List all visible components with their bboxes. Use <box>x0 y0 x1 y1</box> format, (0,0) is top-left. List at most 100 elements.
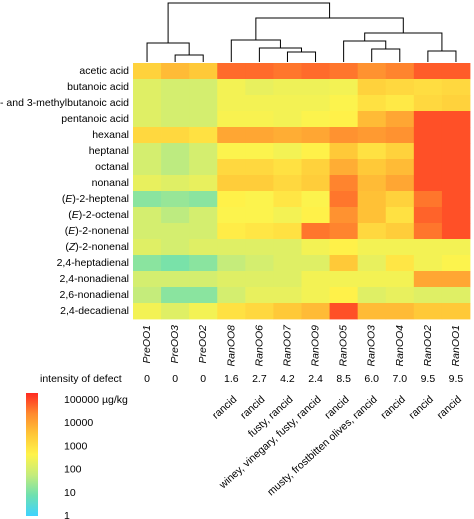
heatmap-cell <box>189 63 218 80</box>
heatmap-cell <box>273 79 302 96</box>
heatmap-cell <box>273 191 302 208</box>
heatmap-cell <box>385 111 415 128</box>
heatmap-cell <box>441 207 471 224</box>
heatmap-cell <box>273 63 302 80</box>
dendrogram-branch <box>286 51 317 62</box>
heatmap-cell <box>133 175 162 192</box>
heatmap-cell <box>161 63 190 80</box>
heatmap-cell <box>413 207 443 224</box>
intensity-row: intensity of defect 0 0 0 1.6 2.7 4.2 2.4 8.5 6.0… <box>40 373 463 385</box>
heatmap-cell <box>161 127 190 144</box>
heatmap-cell <box>161 239 190 256</box>
heatmap-cell <box>245 63 274 80</box>
heatmap-cell <box>385 175 415 192</box>
dendrogram-branch <box>146 42 190 62</box>
heatmap-cell <box>441 303 471 320</box>
heatmap-cell <box>413 191 443 208</box>
intensity-title: intensity of defect <box>40 373 122 385</box>
heatmap-cell <box>301 159 330 176</box>
heatmap-cell <box>385 63 415 80</box>
heatmap-cell <box>133 79 162 96</box>
heatmap-cell <box>301 239 330 256</box>
heatmap-cell <box>441 239 471 256</box>
heatmap-cell <box>441 95 471 112</box>
row-label: butanoic acid <box>67 81 129 93</box>
heatmap-cell <box>217 255 246 272</box>
heatmap-cell <box>245 207 274 224</box>
heatmap-cell <box>441 175 471 192</box>
heatmap-cell <box>245 175 274 192</box>
heatmap-cell <box>245 255 274 272</box>
heatmap-cell <box>357 95 387 112</box>
heatmap-cell <box>189 127 218 144</box>
intensity-value: 0 <box>172 373 178 385</box>
intensity-value: 9.5 <box>421 373 436 385</box>
heatmap-cell <box>161 159 190 176</box>
heatmap-cell <box>413 239 443 256</box>
heatmap-cell <box>329 207 359 224</box>
heatmap-cell <box>273 271 302 288</box>
intensity-value: 7.0 <box>392 373 407 385</box>
intensity-value: 8.5 <box>336 373 351 385</box>
heatmap-cell <box>385 191 415 208</box>
heatmap-cell <box>273 95 302 112</box>
heatmap-cell <box>357 287 387 304</box>
column-dendrogram <box>146 2 457 62</box>
heatmap-cell <box>357 255 387 272</box>
intensity-value: 9.5 <box>449 373 464 385</box>
descriptor-label: rancid <box>407 393 436 421</box>
dendrogram-branch <box>364 32 443 51</box>
heatmap-cell <box>441 191 471 208</box>
heatmap-cell <box>245 271 274 288</box>
heatmap-cell <box>245 79 274 96</box>
heatmap-cell <box>413 223 443 240</box>
heatmap-cell <box>217 95 246 112</box>
heatmap-cell <box>161 111 190 128</box>
intensity-value: 4.2 <box>280 373 295 385</box>
column-label: PreOO3 <box>169 325 181 364</box>
heatmap-cell <box>357 79 387 96</box>
heatmap-cell <box>273 287 302 304</box>
heatmap-cell <box>273 207 302 224</box>
heatmap-cell <box>385 95 415 112</box>
heatmap-cell <box>273 255 302 272</box>
heatmap-cell <box>413 159 443 176</box>
heatmap-cell <box>161 303 190 320</box>
heatmap-cell <box>245 127 274 144</box>
colorbar-tick: 10 <box>64 487 76 499</box>
row-label: heptanal <box>89 145 129 157</box>
heatmap-cell <box>357 223 387 240</box>
dendrogram-branch <box>255 17 404 40</box>
heatmap-cell <box>301 175 330 192</box>
heatmap-cell <box>133 287 162 304</box>
heatmap-cell <box>217 63 246 80</box>
heatmap-cell <box>217 143 246 160</box>
intensity-value: 0 <box>200 373 206 385</box>
heatmap-cell <box>217 287 246 304</box>
heatmap-cell <box>301 95 330 112</box>
heatmap-cell <box>217 175 246 192</box>
row-label: nonanal <box>92 177 129 189</box>
heatmap-cell <box>245 191 274 208</box>
heatmap-cell <box>301 143 330 160</box>
row-label: pentanoic acid <box>61 113 129 125</box>
heatmap-cell <box>161 271 190 288</box>
heatmap-cell <box>245 223 274 240</box>
heatmap-cell <box>133 111 162 128</box>
heatmap-cell <box>301 79 330 96</box>
heatmap-cell <box>385 287 415 304</box>
heatmap-cell <box>161 287 190 304</box>
heatmap-cell <box>357 111 387 128</box>
heatmap-cell <box>217 79 246 96</box>
heatmap-cell <box>413 95 443 112</box>
row-label: 2,4-heptadienal <box>57 257 129 269</box>
row-label: acetic acid <box>79 65 129 77</box>
colorbar: 1 10 100 1000 10000 100000 µg/kg <box>26 393 128 519</box>
heatmap-cell <box>133 127 162 144</box>
heatmap-cell <box>133 207 162 224</box>
colorbar-tick: 1 <box>64 510 70 519</box>
column-labels: PreOO1 PreOO3 PreOO2 RanOO8 RanOO6 RanOO7 RanO… <box>141 324 462 367</box>
heatmap-cell <box>357 127 387 144</box>
heatmap-cell <box>441 127 471 144</box>
